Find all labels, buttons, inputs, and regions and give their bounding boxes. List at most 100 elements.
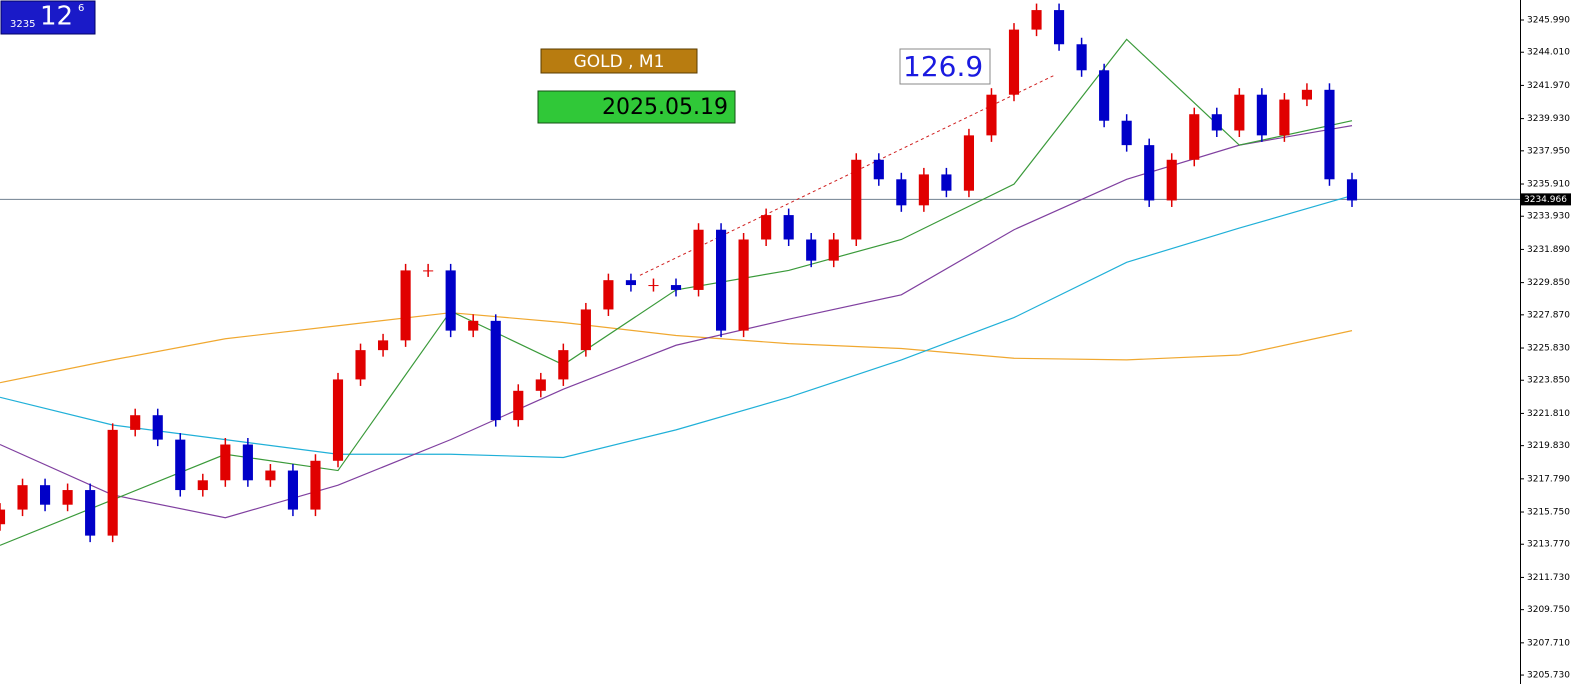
candle-body [332, 379, 344, 461]
candle-body [152, 415, 163, 440]
annotation-box [899, 48, 991, 85]
candle-body [287, 470, 299, 510]
candle-body [490, 320, 501, 421]
plot-area [0, 3, 1520, 546]
date-box [537, 90, 736, 124]
chart-title: GOLD , M1 [574, 52, 665, 72]
candle-body [535, 379, 546, 391]
overlay: 3235 12 6 GOLD , M1 2025.05.19 126.9 [0, 0, 991, 124]
candle-body [1256, 94, 1267, 136]
candle-body [558, 350, 569, 380]
candle-body [445, 270, 456, 331]
candle-body [39, 485, 51, 505]
y-tick-label: 3213.770 [1527, 540, 1570, 550]
candle-body [62, 490, 73, 505]
y-tick-label: 3227.870 [1527, 310, 1570, 320]
y-tick-label: 3207.710 [1527, 638, 1570, 648]
candle-body [783, 215, 794, 240]
candle-body [851, 159, 862, 240]
candle-body [423, 270, 434, 272]
candle-body [1211, 114, 1222, 131]
price-axis: 3245.990 3244.010 3241.970 3239.930 3237.950… [1520, 16, 1571, 681]
candle-body [625, 280, 637, 286]
candle-body [918, 174, 929, 206]
candle-body [265, 470, 276, 481]
current-price-box [1521, 193, 1571, 206]
candle-body [85, 490, 96, 536]
candle-body [175, 439, 186, 491]
candle-body [1234, 94, 1245, 131]
symbol-box [540, 48, 698, 74]
annotation: 126.9 [903, 50, 983, 83]
candle-body [1031, 10, 1042, 30]
candle-body [468, 320, 479, 331]
date-label: 2025.05.19 [602, 95, 728, 120]
candle-body [1166, 159, 1177, 201]
y-tick-label: 3235.910 [1527, 180, 1570, 190]
current-price-label: 3234.966 [1524, 195, 1567, 205]
candle-body [1076, 44, 1087, 71]
y-tick-label: 3215.750 [1527, 508, 1570, 518]
candle-body [963, 135, 975, 191]
y-tick-label: 3229.850 [1527, 278, 1570, 288]
candle-body [1053, 10, 1065, 45]
moving-average [0, 125, 1353, 519]
info-seconds: 6 [78, 3, 84, 14]
y-tick-label: 3245.990 [1527, 16, 1570, 26]
y-tick-label: 3225.830 [1527, 344, 1570, 354]
y-tick-label: 3239.930 [1527, 114, 1570, 124]
candle-body [0, 509, 6, 525]
candle-body [896, 179, 907, 206]
candle-body [1346, 179, 1358, 201]
candle-body [1008, 29, 1020, 95]
candle-body [806, 239, 817, 261]
info-box [0, 0, 96, 35]
y-tick-label: 3211.730 [1527, 573, 1570, 583]
candle-body [377, 340, 389, 351]
y-tick-label: 3217.790 [1527, 474, 1570, 484]
candle-body [513, 390, 524, 421]
candle-body [107, 429, 118, 536]
y-tick-label: 3223.850 [1527, 376, 1570, 386]
y-tick-label: 3205.730 [1527, 671, 1570, 681]
y-tick-label: 3244.010 [1527, 48, 1570, 58]
candle-body [603, 280, 614, 310]
candle-body [738, 239, 749, 331]
candle-body [1121, 120, 1132, 146]
candle-body [873, 159, 884, 180]
candle-body [693, 229, 704, 290]
moving-average [0, 312, 1353, 384]
candle-body [355, 350, 366, 380]
candle-body [400, 270, 411, 341]
y-tick-label: 3233.930 [1527, 212, 1570, 222]
y-tick-label: 3209.750 [1527, 605, 1570, 615]
candle-body [761, 215, 772, 240]
candle-body [1189, 114, 1200, 160]
candle-body [648, 285, 659, 287]
candle-body [1301, 89, 1313, 100]
candle-body [220, 444, 231, 481]
candle-body [828, 239, 839, 261]
info-minutes: 12 [40, 2, 73, 32]
candle-body [1279, 99, 1290, 136]
candle-body [1324, 89, 1335, 180]
candle-body [17, 485, 28, 510]
trendline [639, 74, 1055, 276]
candle-body [670, 285, 682, 290]
y-tick-label: 3219.830 [1527, 441, 1570, 451]
candle-body [1099, 70, 1110, 121]
y-tick-label: 3241.970 [1527, 81, 1570, 91]
candle-body [941, 174, 952, 191]
info-price: 3235 [10, 19, 35, 30]
candle-body [130, 415, 141, 430]
candle-body [715, 229, 727, 331]
candle-body [1144, 145, 1155, 201]
y-tick-label: 3231.890 [1527, 245, 1570, 255]
y-tick-label: 3237.950 [1527, 146, 1570, 156]
y-tick-label: 3221.810 [1527, 409, 1570, 419]
candle-body [580, 309, 591, 351]
candle-body [242, 444, 253, 481]
